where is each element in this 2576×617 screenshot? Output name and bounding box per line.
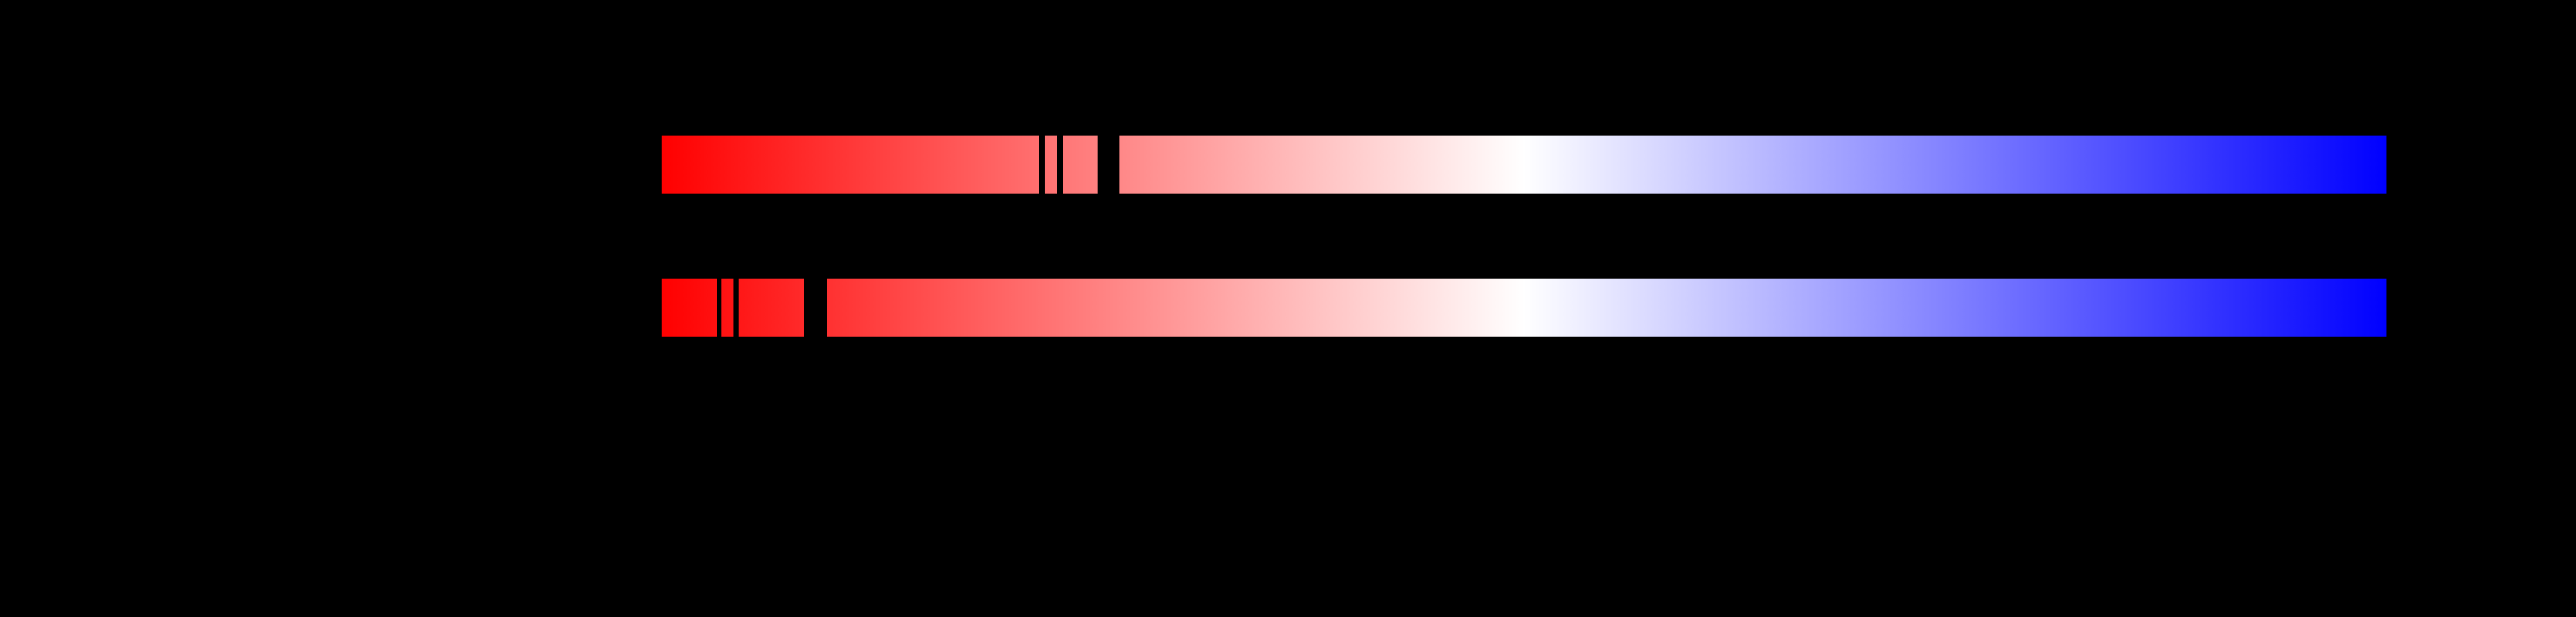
masked-gap xyxy=(717,279,721,337)
masked-gap xyxy=(733,279,739,337)
masked-gap xyxy=(1098,136,1119,194)
gradient-strip-bottom xyxy=(662,279,2386,337)
gradient-strip-top xyxy=(662,136,2386,194)
masked-gap xyxy=(804,279,827,337)
masked-gap xyxy=(1039,136,1045,194)
masked-gap xyxy=(1057,136,1063,194)
